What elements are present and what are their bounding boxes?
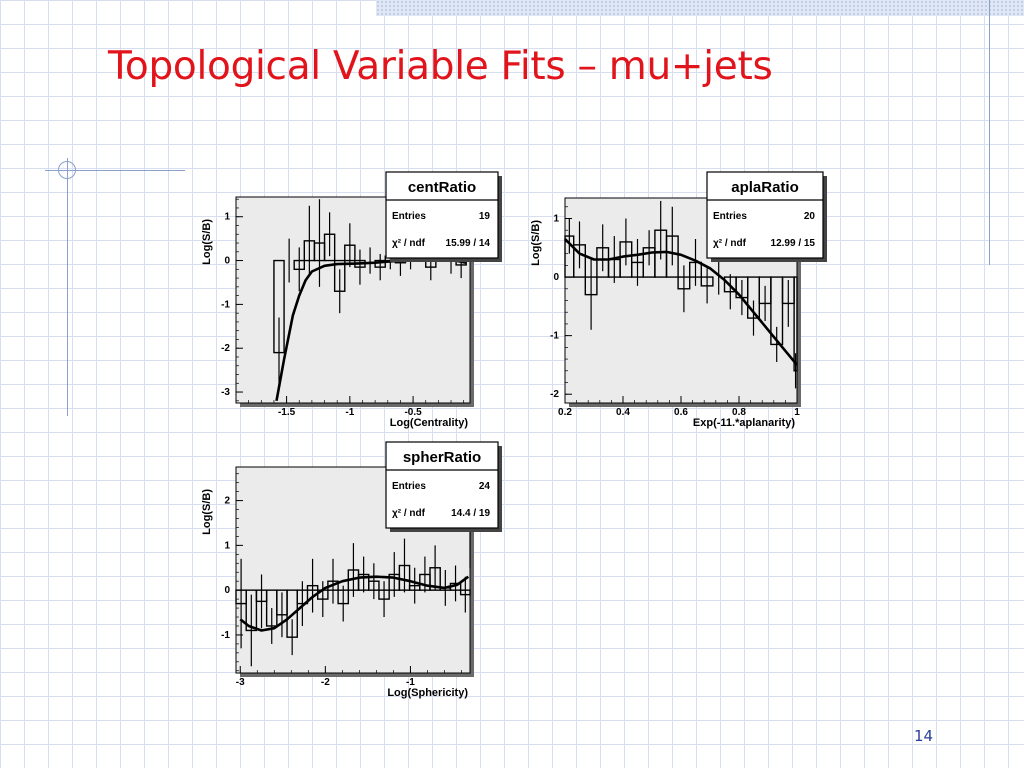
aplaratio-xaxis-title: Exp(-11.*aplanarity) (693, 417, 795, 429)
aplaratio-chi2-value: 12.99 / 15 (771, 238, 816, 249)
slide-title: Topological Variable Fits – mu+jets (108, 44, 773, 89)
aplaratio-chi2-label: χ² / ndf (713, 238, 747, 249)
centratio-ytick-label: -3 (221, 387, 230, 398)
aplaratio-stats-box (706, 171, 824, 259)
aplaratio-xtick-label: 0.2 (558, 407, 572, 418)
centratio-stats-box (385, 171, 499, 259)
spherratio-xtick-label: -1 (406, 677, 415, 688)
aplaratio-xtick-label: 0.6 (674, 407, 688, 418)
aplaratio-entries-label: Entries (713, 211, 747, 222)
centratio-chi2-label: χ² / ndf (392, 238, 426, 249)
spherratio-chi2-label: χ² / ndf (392, 508, 426, 519)
centratio-yaxis-title: Log(S/B) (201, 219, 213, 265)
centratio-xtick-label: -1.5 (278, 407, 296, 418)
aplaratio-plot: 0.2 0.4 0.6 0.8 1-2-101Exp(-11.*aplanarity)L… (530, 171, 827, 429)
centratio-stats-title: centRatio (408, 179, 476, 196)
aplaratio-ytick-label: -1 (550, 331, 559, 342)
aplaratio-stats-title: aplaRatio (731, 179, 799, 196)
centratio-xtick-label: -0.5 (404, 407, 422, 418)
centratio-ytick-label: -1 (221, 299, 230, 310)
aplaratio-ytick-label: 1 (553, 214, 559, 225)
right-rule-line (989, 0, 990, 265)
aplaratio-yaxis-title: Log(S/B) (530, 220, 542, 266)
spherratio-stats-title: spherRatio (403, 449, 481, 466)
centratio-plot: -1.5 -1 -0.5 -3 -2 -1 0 1 Log(Centrality) Log(S/B… (201, 171, 502, 429)
spherratio-xtick-label: -2 (321, 677, 330, 688)
left-horizontal-rule (45, 170, 185, 171)
centratio-entries-value: 19 (479, 211, 491, 222)
spherratio-xtick-label: -3 (236, 677, 245, 688)
spherratio-ytick-label: 0 (224, 585, 230, 596)
spherratio-xaxis-title: Log(Sphericity) (387, 687, 468, 699)
spherratio-ytick-label: 1 (224, 540, 230, 551)
centratio-xtick-label: -1 (345, 407, 354, 418)
spherratio-stats-box (385, 441, 499, 529)
circle-ornament (58, 161, 76, 179)
spherratio-fit-curve (239, 575, 470, 632)
spherratio-plot: -3 -2 -1 -1 0 1 2 Log(Sphericity) Log(S/B) spherR… (201, 441, 502, 699)
aplaratio-entries-value: 20 (804, 211, 816, 222)
aplaratio-xtick-label: 0.8 (732, 407, 746, 418)
spherratio-chi2-value: 14.4 / 19 (451, 508, 490, 519)
spherratio-ytick-label: -1 (221, 630, 230, 641)
aplaratio-xtick-label: 0.4 (616, 407, 630, 418)
spherratio-entries-label: Entries (392, 481, 426, 492)
centratio-ytick-label: 0 (224, 256, 230, 267)
centratio-chi2-value: 15.99 / 14 (446, 238, 491, 249)
centratio-ytick-label: 1 (224, 212, 230, 223)
aplaratio-fit-curve (564, 238, 799, 366)
spherratio-yaxis-title: Log(S/B) (201, 489, 213, 535)
spherratio-ytick-label: 2 (224, 496, 230, 507)
top-decorative-band (376, 0, 1024, 16)
aplaratio-ytick-label: -2 (550, 389, 559, 400)
centratio-xaxis-title: Log(Centrality) (390, 417, 469, 429)
page-number: 14 (914, 727, 934, 745)
centratio-ytick-label: -2 (221, 343, 230, 354)
centratio-entries-label: Entries (392, 211, 426, 222)
spherratio-entries-value: 24 (479, 481, 491, 492)
aplaratio-xtick-label: 1 (794, 407, 800, 418)
left-rule-line (67, 158, 68, 416)
aplaratio-ytick-label: 0 (553, 272, 559, 283)
